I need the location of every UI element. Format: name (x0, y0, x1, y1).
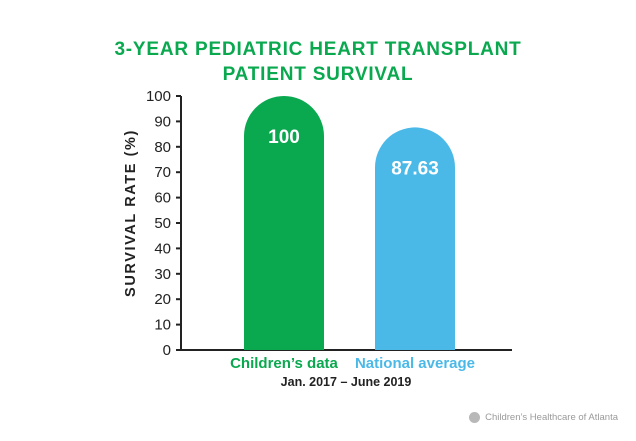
chart-title-line-1: 3-YEAR PEDIATRIC HEART TRANSPLANT (114, 39, 521, 60)
period-note: Jan. 2017 – June 2019 (281, 375, 412, 389)
bar-national-average (375, 127, 455, 350)
category-label-national: National average (355, 355, 475, 372)
bar-value-label-childrens: 100 (268, 127, 300, 148)
chart-title-line-2: PATIENT SURVIVAL (223, 64, 414, 85)
y-axis-label: SURVIVAL RATE (%) (123, 129, 139, 297)
y-tick-label: 70 (154, 164, 171, 181)
y-tick-label: 20 (154, 291, 171, 308)
category-label-childrens: Children’s data (230, 355, 338, 372)
y-tick-label: 40 (154, 240, 171, 257)
y-tick-label: 10 (154, 317, 171, 334)
y-tick-label: 50 (154, 215, 171, 232)
y-axis-ticks: 0 10 20 30 40 50 60 70 80 90 100 (146, 88, 181, 359)
bar-value-label-national: 87.63 (391, 158, 439, 179)
footer-brand: Children’s Healthcare of Atlanta (469, 412, 618, 423)
y-tick-label: 30 (154, 266, 171, 283)
y-tick-label: 90 (154, 113, 171, 130)
y-tick-label: 0 (163, 342, 171, 359)
y-tick-label: 80 (154, 139, 171, 156)
footer-text: Children’s Healthcare of Atlanta (485, 412, 618, 423)
logo-mark-icon (469, 412, 481, 423)
bar-childrens-data (244, 96, 324, 350)
y-tick-label: 60 (154, 190, 171, 207)
y-tick-label: 100 (146, 88, 171, 105)
